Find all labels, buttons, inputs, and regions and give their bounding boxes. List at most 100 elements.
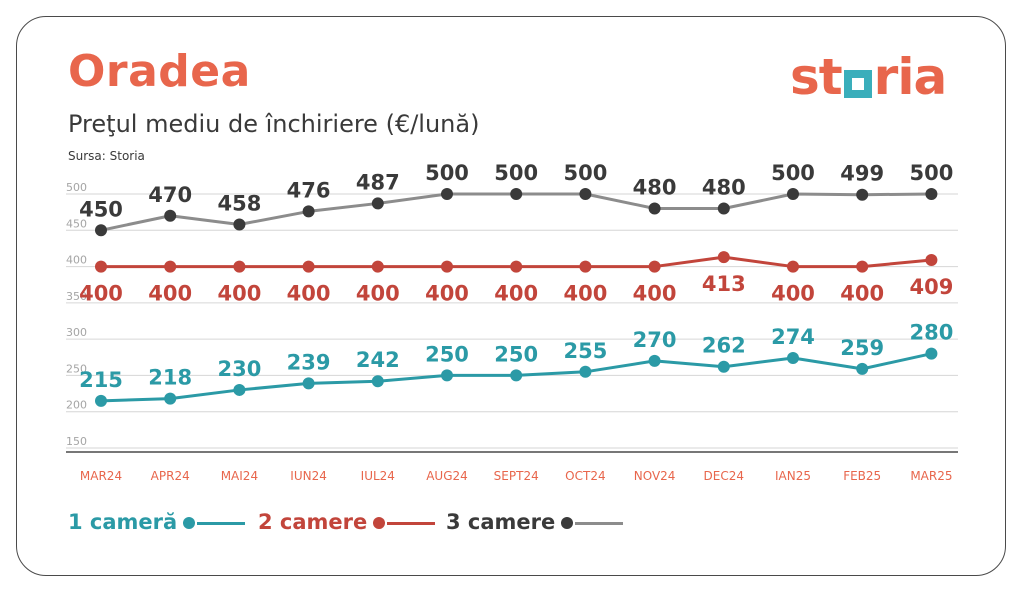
data-point bbox=[856, 362, 869, 375]
legend-item-1-camera: 1 cameră bbox=[68, 512, 247, 533]
data-point bbox=[302, 377, 315, 390]
x-tick-label: MAR25 bbox=[910, 469, 952, 483]
x-tick-label: DEC24 bbox=[704, 469, 744, 483]
source-note: Sursa: Storia bbox=[68, 149, 145, 163]
logo-square-icon bbox=[843, 70, 872, 98]
x-tick-label: IUN24 bbox=[290, 469, 327, 483]
data-point bbox=[302, 205, 315, 218]
data-point bbox=[371, 197, 384, 210]
chart-subtitle: Preţul mediu de închiriere (€/lună) bbox=[68, 110, 480, 138]
data-label: 458 bbox=[217, 191, 261, 215]
y-tick-label: 200 bbox=[66, 399, 87, 412]
data-point bbox=[164, 209, 177, 222]
data-label: 480 bbox=[633, 176, 677, 200]
data-point bbox=[925, 347, 938, 360]
data-label: 409 bbox=[909, 275, 953, 299]
data-point bbox=[164, 260, 177, 273]
x-tick-label: MAR24 bbox=[80, 469, 122, 483]
y-tick-label: 400 bbox=[66, 254, 87, 267]
data-label: 400 bbox=[287, 282, 331, 306]
data-label: 259 bbox=[840, 336, 884, 360]
legend-label: 3 camere bbox=[446, 510, 556, 534]
data-label: 400 bbox=[563, 282, 607, 306]
data-label: 218 bbox=[148, 366, 192, 390]
x-tick-label: FEB25 bbox=[843, 469, 881, 483]
legend-swatch bbox=[373, 513, 437, 533]
data-label: 487 bbox=[356, 170, 400, 194]
logo-text-end: ria bbox=[873, 48, 948, 106]
x-tick-label: SEPT24 bbox=[494, 469, 539, 483]
data-label: 274 bbox=[771, 325, 815, 349]
data-point bbox=[648, 260, 661, 273]
legend-item-3-camere: 3 camere bbox=[446, 512, 625, 533]
data-label: 500 bbox=[909, 161, 953, 185]
data-label: 476 bbox=[287, 178, 331, 202]
x-tick-label: AUG24 bbox=[426, 469, 468, 483]
data-point bbox=[510, 260, 523, 273]
x-tick-label: MAI24 bbox=[221, 469, 258, 483]
data-label: 500 bbox=[425, 161, 469, 185]
data-label: 280 bbox=[909, 321, 953, 345]
data-point bbox=[579, 260, 592, 273]
x-tick-label: IUL24 bbox=[361, 469, 395, 483]
data-label: 400 bbox=[425, 282, 469, 306]
y-tick-label: 350 bbox=[66, 290, 87, 303]
data-label: 400 bbox=[840, 282, 884, 306]
legend-item-2-camere: 2 camere bbox=[258, 512, 437, 533]
data-point bbox=[925, 254, 938, 267]
data-label: 239 bbox=[287, 350, 331, 374]
data-label: 500 bbox=[563, 161, 607, 185]
data-label: 255 bbox=[563, 339, 607, 363]
y-tick-label: 300 bbox=[66, 326, 87, 339]
data-point bbox=[925, 188, 938, 200]
data-point bbox=[856, 188, 869, 201]
data-point bbox=[787, 260, 799, 273]
data-label: 450 bbox=[79, 197, 123, 221]
data-label: 215 bbox=[79, 368, 123, 392]
data-label: 470 bbox=[148, 183, 192, 207]
data-label: 250 bbox=[425, 342, 469, 366]
data-point bbox=[164, 392, 177, 405]
data-point bbox=[371, 260, 384, 273]
y-tick-label: 500 bbox=[66, 181, 87, 194]
legend-swatch bbox=[561, 513, 625, 533]
data-point bbox=[371, 375, 384, 388]
data-point bbox=[717, 360, 730, 373]
data-label: 400 bbox=[633, 282, 677, 306]
data-point bbox=[95, 224, 107, 237]
data-point bbox=[787, 352, 799, 365]
legend-swatch bbox=[183, 513, 247, 533]
storia-logo: st ria bbox=[790, 48, 948, 106]
data-point bbox=[856, 260, 869, 273]
data-label: 250 bbox=[494, 342, 538, 366]
data-point bbox=[648, 354, 661, 367]
data-point bbox=[95, 260, 107, 273]
data-label: 500 bbox=[771, 161, 815, 185]
data-label: 262 bbox=[702, 334, 746, 358]
data-point bbox=[441, 188, 453, 200]
data-label: 400 bbox=[79, 282, 123, 306]
data-label: 270 bbox=[633, 328, 677, 352]
data-label: 413 bbox=[702, 272, 746, 296]
chart-title: Oradea bbox=[68, 46, 251, 97]
data-point bbox=[510, 369, 523, 382]
y-tick-label: 250 bbox=[66, 362, 87, 375]
data-point bbox=[302, 260, 315, 273]
data-point bbox=[717, 251, 730, 264]
y-tick-label: 150 bbox=[66, 435, 87, 448]
data-point bbox=[233, 218, 246, 231]
data-label: 480 bbox=[702, 176, 746, 200]
logo-text-start: st bbox=[790, 48, 843, 106]
data-point bbox=[233, 383, 246, 396]
x-tick-label: IAN25 bbox=[775, 469, 811, 483]
data-label: 242 bbox=[356, 348, 400, 372]
chart-card bbox=[16, 16, 1006, 576]
data-label: 400 bbox=[771, 282, 815, 306]
data-point bbox=[441, 260, 453, 273]
data-point bbox=[717, 202, 730, 215]
data-point bbox=[648, 202, 661, 215]
legend-label: 1 cameră bbox=[68, 510, 178, 534]
data-label: 400 bbox=[356, 282, 400, 306]
data-label: 230 bbox=[217, 357, 261, 381]
